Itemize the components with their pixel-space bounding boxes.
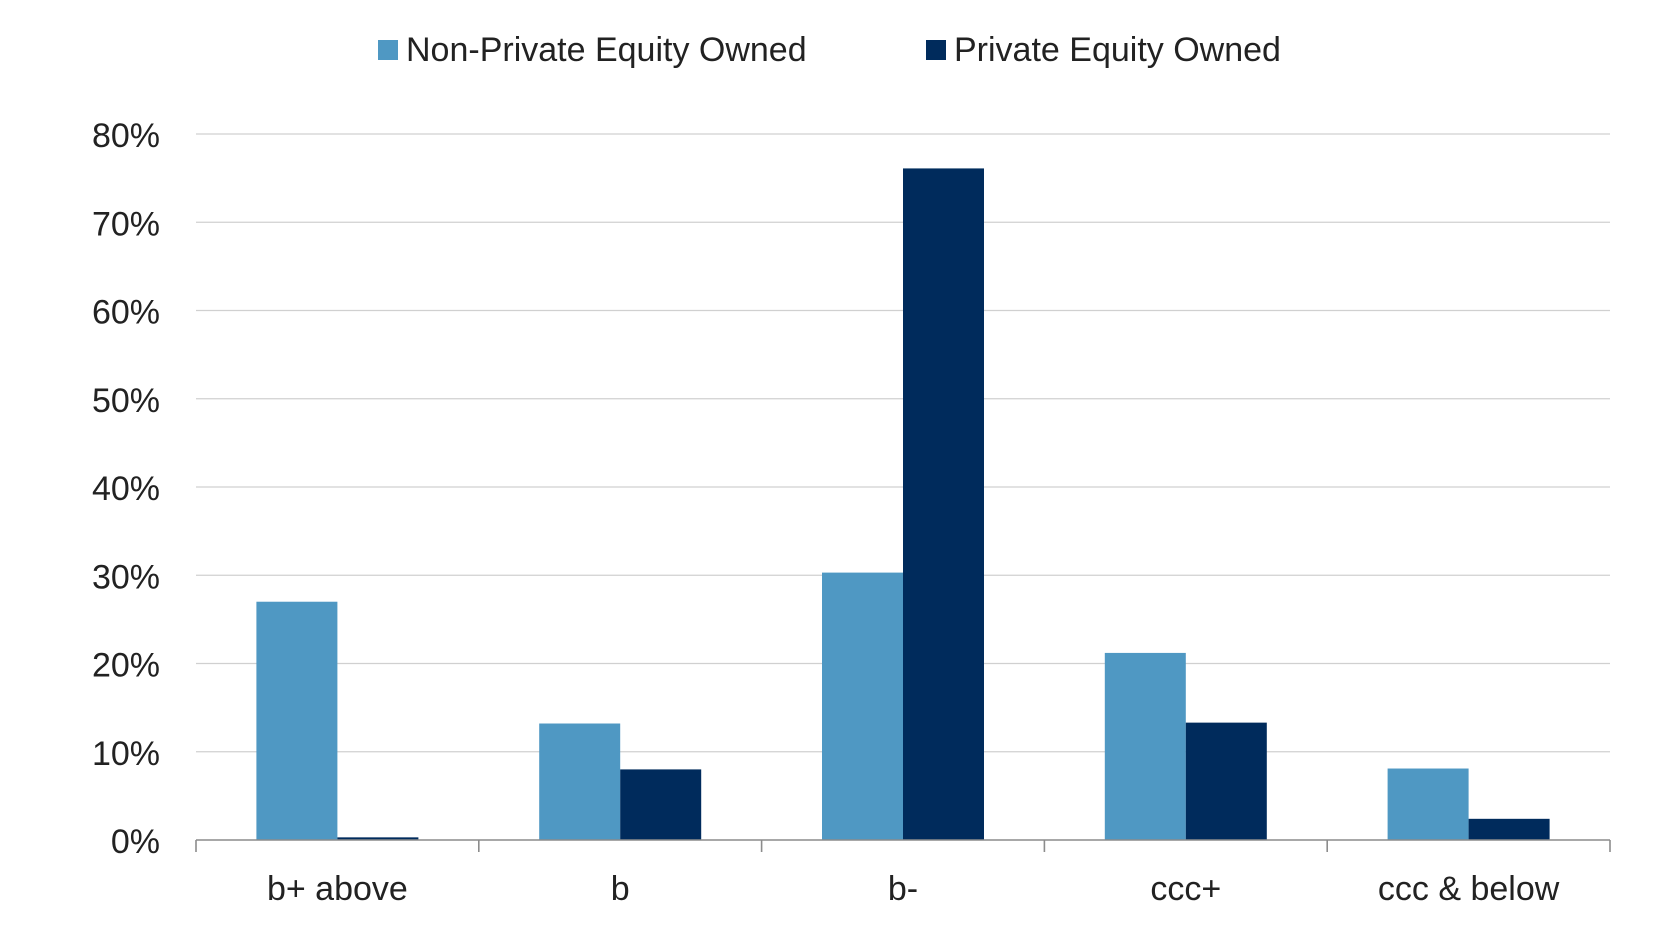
x-tick-label-ccc: ccc+: [1150, 870, 1221, 908]
y-tick-label: 20%: [92, 647, 160, 685]
y-tick-label: 0%: [111, 823, 160, 861]
bar-private-equity-owned-b: [620, 769, 702, 840]
x-tick-label-ccc-and-below: ccc & below: [1378, 870, 1560, 908]
bar-non-private-equity-owned-b: [539, 723, 621, 840]
x-tick-label-b-above: b+ above: [267, 870, 408, 908]
legend-swatch-non-private-equity-owned: [378, 40, 398, 60]
y-tick-label: 30%: [92, 558, 160, 596]
y-tick-label: 60%: [92, 294, 160, 332]
y-tick-label: 40%: [92, 470, 160, 508]
bar-private-equity-owned-ccc: [1185, 722, 1267, 840]
legend-label-non-private-equity-owned: Non-Private Equity Owned: [406, 31, 807, 69]
bar-private-equity-owned-ccc-and-below: [1468, 818, 1550, 840]
x-axis-tick-labels: b+ above b b-ccc+ ccc & below: [267, 870, 1560, 908]
y-tick-label: 50%: [92, 382, 160, 420]
legend: Non-Private Equity Owned Private Equity O…: [378, 31, 1281, 69]
x-axis: [195, 839, 1611, 852]
bar-private-equity-owned-b-above: [337, 837, 419, 840]
y-tick-label: 10%: [92, 735, 160, 773]
bars: [256, 168, 1550, 841]
bar-non-private-equity-owned-b: [822, 572, 903, 840]
bar-non-private-equity-owned-b-above: [256, 601, 338, 840]
bar-non-private-equity-owned-ccc-and-below: [1387, 768, 1469, 840]
y-tick-label: 80%: [92, 117, 160, 155]
x-tick-label-b: b: [611, 870, 630, 908]
legend-swatch-private-equity-owned: [926, 40, 946, 60]
x-tick-label-b: b-: [888, 870, 918, 908]
y-tick-label: 70%: [92, 205, 160, 243]
bar-private-equity-owned-b: [903, 168, 984, 841]
legend-label-private-equity-owned: Private Equity Owned: [954, 31, 1281, 69]
y-axis-tick-labels: 0% 10% 20% 30% 40% 50% 60% 70% 80%: [92, 117, 160, 861]
bar-non-private-equity-owned-ccc: [1104, 652, 1186, 840]
